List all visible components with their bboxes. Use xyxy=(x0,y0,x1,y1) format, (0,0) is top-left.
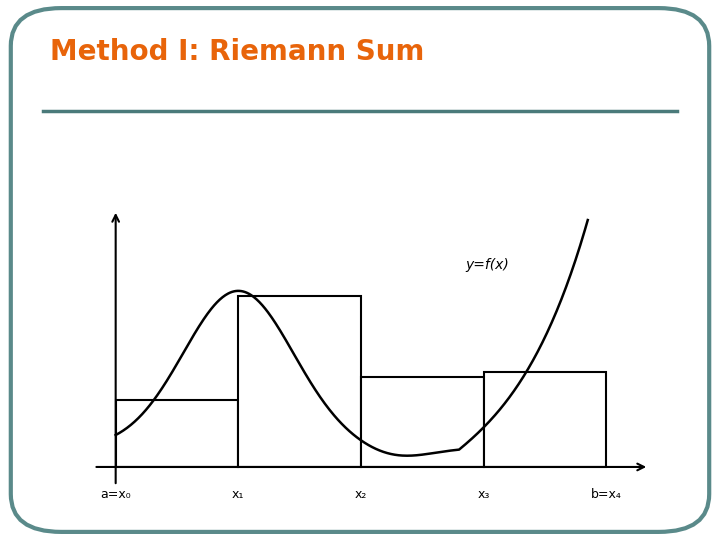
Bar xyxy=(238,295,361,467)
Bar xyxy=(484,372,606,467)
Text: x₂: x₂ xyxy=(355,488,367,501)
Text: x₃: x₃ xyxy=(477,488,490,501)
Bar xyxy=(361,376,484,467)
Text: b=x₄: b=x₄ xyxy=(590,488,621,501)
Bar xyxy=(116,400,238,467)
Text: Method I: Riemann Sum: Method I: Riemann Sum xyxy=(50,38,425,66)
Text: y=f(x): y=f(x) xyxy=(465,258,509,272)
Text: a=x₀: a=x₀ xyxy=(100,488,131,501)
Text: x₁: x₁ xyxy=(232,488,245,501)
